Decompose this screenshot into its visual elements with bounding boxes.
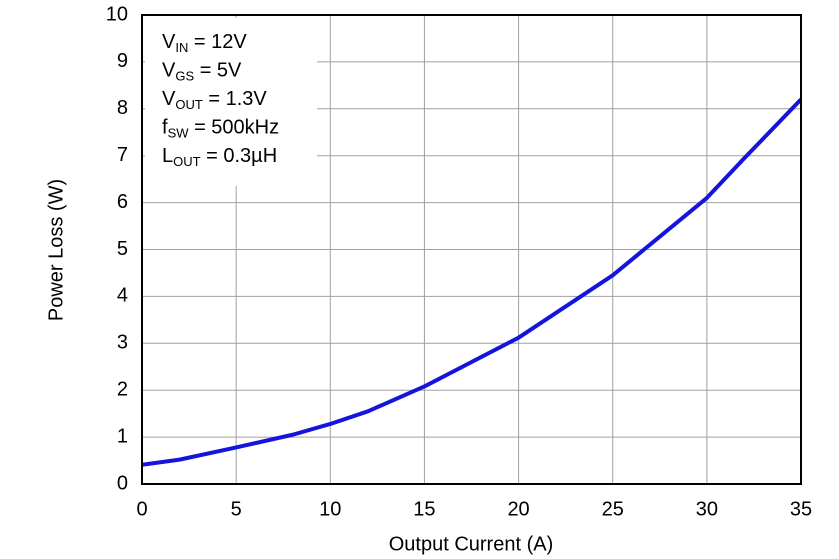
annotation-subscript: OUT [173, 154, 201, 169]
annotation: VIN = 12V [162, 31, 247, 55]
annotation: LOUT = 0.3µH [162, 145, 277, 169]
annotation-subscript: SW [168, 126, 190, 141]
y-tick-label: 1 [117, 425, 128, 447]
annotation-text: = 5V [194, 60, 242, 82]
x-tick-label: 30 [696, 498, 718, 520]
annotation-subscript: OUT [175, 97, 203, 112]
annotation-subscript: GS [175, 69, 194, 84]
annotation-subscript: IN [175, 40, 188, 55]
annotation: fSW = 500kHz [162, 117, 279, 141]
x-tick-label: 5 [231, 498, 242, 520]
y-tick-label: 3 [117, 332, 128, 354]
annotation-symbol: V [162, 60, 176, 82]
y-tick-label: 7 [117, 144, 128, 166]
annotation-symbol: f [162, 117, 168, 139]
annotation-box [145, 18, 317, 186]
x-tick-label: 25 [602, 498, 624, 520]
annotation-symbol: L [162, 145, 173, 167]
x-axis-label: Output Current (A) [389, 533, 554, 555]
x-tick-label: 10 [319, 498, 341, 520]
annotation-text: = 500kHz [189, 117, 280, 139]
y-tick-label: 10 [106, 3, 128, 25]
annotation: VGS = 5V [162, 60, 242, 84]
y-tick-label: 9 [117, 50, 128, 72]
y-tick-label: 2 [117, 378, 128, 400]
y-tick-label: 4 [117, 285, 128, 307]
annotation-text: = 0.3µH [201, 145, 278, 167]
y-tick-label: 0 [117, 472, 128, 494]
annotation-text: = 12V [188, 31, 247, 53]
y-tick-label: 6 [117, 191, 128, 213]
x-tick-label: 20 [507, 498, 529, 520]
y-axis-label: Power Loss (W) [45, 179, 67, 321]
y-tick-label: 5 [117, 238, 128, 260]
annotation-symbol: V [162, 88, 176, 110]
annotation-text: = 1.3V [203, 88, 268, 110]
annotation-symbol: V [162, 31, 176, 53]
x-tick-label: 0 [136, 498, 147, 520]
x-tick-label: 35 [790, 498, 812, 520]
annotation: VOUT = 1.3V [162, 88, 267, 112]
plot-frame [141, 14, 802, 485]
x-tick-label: 15 [413, 498, 435, 520]
y-tick-label: 8 [117, 97, 128, 119]
line [142, 98, 801, 467]
